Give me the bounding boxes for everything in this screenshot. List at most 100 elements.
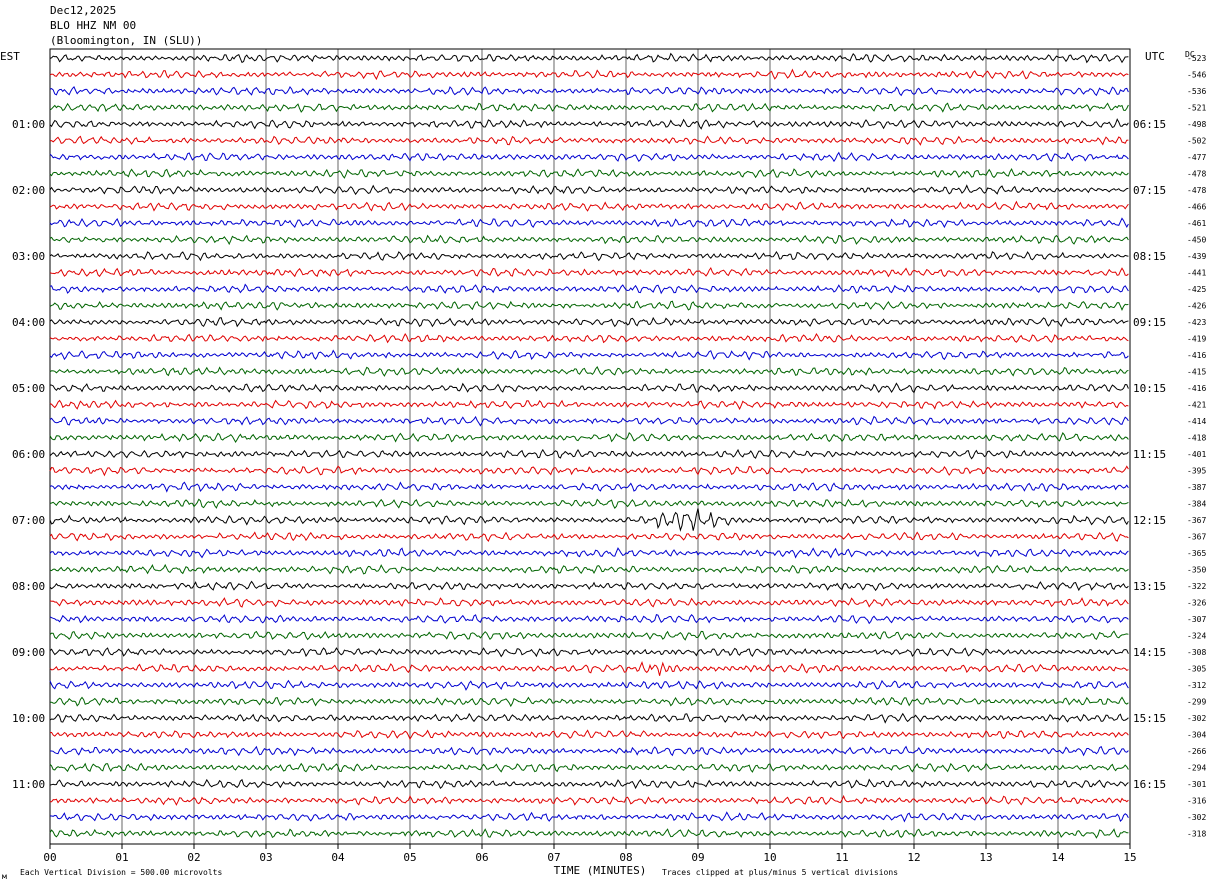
dc-offset-label: -387 (1187, 483, 1206, 492)
trace-row (49, 828, 1129, 839)
trace-row (49, 448, 1129, 460)
trace-row (49, 630, 1129, 641)
dc-offset-label: -318 (1187, 830, 1206, 839)
trace-row (49, 432, 1129, 443)
trace-row (49, 661, 1129, 676)
dc-offset-label: -414 (1187, 417, 1206, 426)
trace-row (49, 52, 1129, 64)
est-hour-label: 08:00 (12, 580, 45, 593)
dc-offset-label: -498 (1187, 120, 1206, 129)
utc-hour-label: 13:15 (1133, 580, 1166, 593)
x-tick-label: 07 (547, 851, 560, 864)
dc-offset-label: -294 (1187, 764, 1206, 773)
trace-row (49, 333, 1129, 344)
utc-hour-label: 06:15 (1133, 118, 1166, 131)
dc-offset-label: -536 (1187, 87, 1206, 96)
x-tick-label: 03 (259, 851, 272, 864)
dc-offset-label: -450 (1187, 236, 1206, 245)
trace-row (49, 283, 1129, 295)
est-hour-label: 07:00 (12, 514, 45, 527)
trace-row (49, 547, 1129, 559)
trace-row (49, 613, 1129, 625)
x-tick-label: 02 (187, 851, 200, 864)
header-location: (Bloomington, IN (SLU)) (50, 34, 203, 47)
dc-offset-label: -416 (1187, 351, 1206, 360)
clip-note: Traces clipped at plus/minus 5 vertical … (662, 868, 899, 877)
trace-row (49, 679, 1129, 691)
trace-row (49, 234, 1129, 246)
dc-offset-label: -546 (1187, 71, 1206, 80)
dc-offset-label: -416 (1187, 384, 1206, 393)
dc-offset-label: -478 (1187, 186, 1206, 195)
trace-row (49, 580, 1129, 592)
dc-offset-label: -326 (1187, 599, 1206, 608)
trace-row (49, 729, 1129, 740)
trace-row (49, 316, 1129, 328)
trace-row (49, 597, 1129, 608)
trace-row (49, 135, 1129, 146)
x-tick-label: 12 (907, 851, 920, 864)
utc-hour-label: 08:15 (1133, 250, 1166, 263)
est-hour-label: 05:00 (12, 382, 45, 395)
dc-offset-label: -466 (1187, 203, 1206, 212)
trace-row (49, 508, 1129, 532)
trace-row (50, 696, 1129, 708)
trace-row (49, 300, 1129, 312)
est-hour-label: 04:00 (12, 316, 45, 329)
est-hour-label: 11:00 (12, 778, 45, 791)
est-hour-label: 06:00 (12, 448, 45, 461)
dc-offset-label: -521 (1187, 104, 1206, 113)
trace-row (49, 498, 1129, 509)
trace-row (49, 184, 1129, 196)
trace-row (49, 563, 1129, 575)
trace-row (49, 531, 1129, 543)
trace-row (49, 349, 1129, 361)
footer-mark: м (2, 872, 7, 881)
trace-row (49, 481, 1129, 493)
est-hour-label: 01:00 (12, 118, 45, 131)
dc-offset-label: -426 (1187, 302, 1206, 311)
x-tick-label: 10 (763, 851, 776, 864)
trace-row (49, 712, 1129, 724)
dc-offset-label: -299 (1187, 698, 1206, 707)
utc-hour-label: 12:15 (1133, 514, 1166, 527)
dc-offset-label: -322 (1187, 582, 1206, 591)
dc-offset-label: -415 (1187, 368, 1206, 377)
dc-offset-label: -350 (1187, 566, 1206, 575)
trace-row (50, 745, 1129, 757)
x-tick-label: 06 (475, 851, 488, 864)
trace-row (49, 85, 1129, 97)
dc-offset-label: -305 (1187, 665, 1206, 674)
dc-offset-label: -301 (1187, 780, 1206, 789)
header-station: BLO HHZ NM 00 (50, 19, 137, 32)
x-tick-label: 05 (403, 851, 416, 864)
x-tick-label: 11 (835, 851, 848, 864)
trace-row (49, 399, 1129, 411)
dc-offset-label: -312 (1187, 681, 1206, 690)
dc-offset-label: -307 (1187, 615, 1206, 624)
utc-hour-label: 14:15 (1133, 646, 1166, 659)
scale-note: Each Vertical Division = 500.00 microvol… (20, 868, 223, 877)
trace-row (49, 465, 1129, 477)
dc-offset-label: -401 (1187, 450, 1206, 459)
dc-offset-label: -477 (1187, 153, 1206, 162)
utc-hour-label: 11:15 (1133, 448, 1166, 461)
dc-header: DC (1185, 50, 1195, 59)
est-hour-label: 10:00 (12, 712, 45, 725)
est-axis-title: EST (0, 50, 20, 63)
dc-offset-label: -439 (1187, 252, 1206, 261)
dc-offset-label: -302 (1187, 813, 1206, 822)
utc-hour-label: 15:15 (1133, 712, 1166, 725)
trace-row (49, 266, 1129, 278)
x-tick-label: 09 (691, 851, 704, 864)
dc-offset-label: -502 (1187, 137, 1206, 146)
trace-row (49, 762, 1129, 773)
trace-row (49, 415, 1129, 427)
trace-row (49, 168, 1129, 179)
dc-offset-label: -324 (1187, 632, 1206, 641)
x-tick-label: 01 (115, 851, 128, 864)
trace-row (49, 200, 1129, 212)
trace-row (49, 647, 1129, 658)
utc-hour-label: 10:15 (1133, 382, 1166, 395)
